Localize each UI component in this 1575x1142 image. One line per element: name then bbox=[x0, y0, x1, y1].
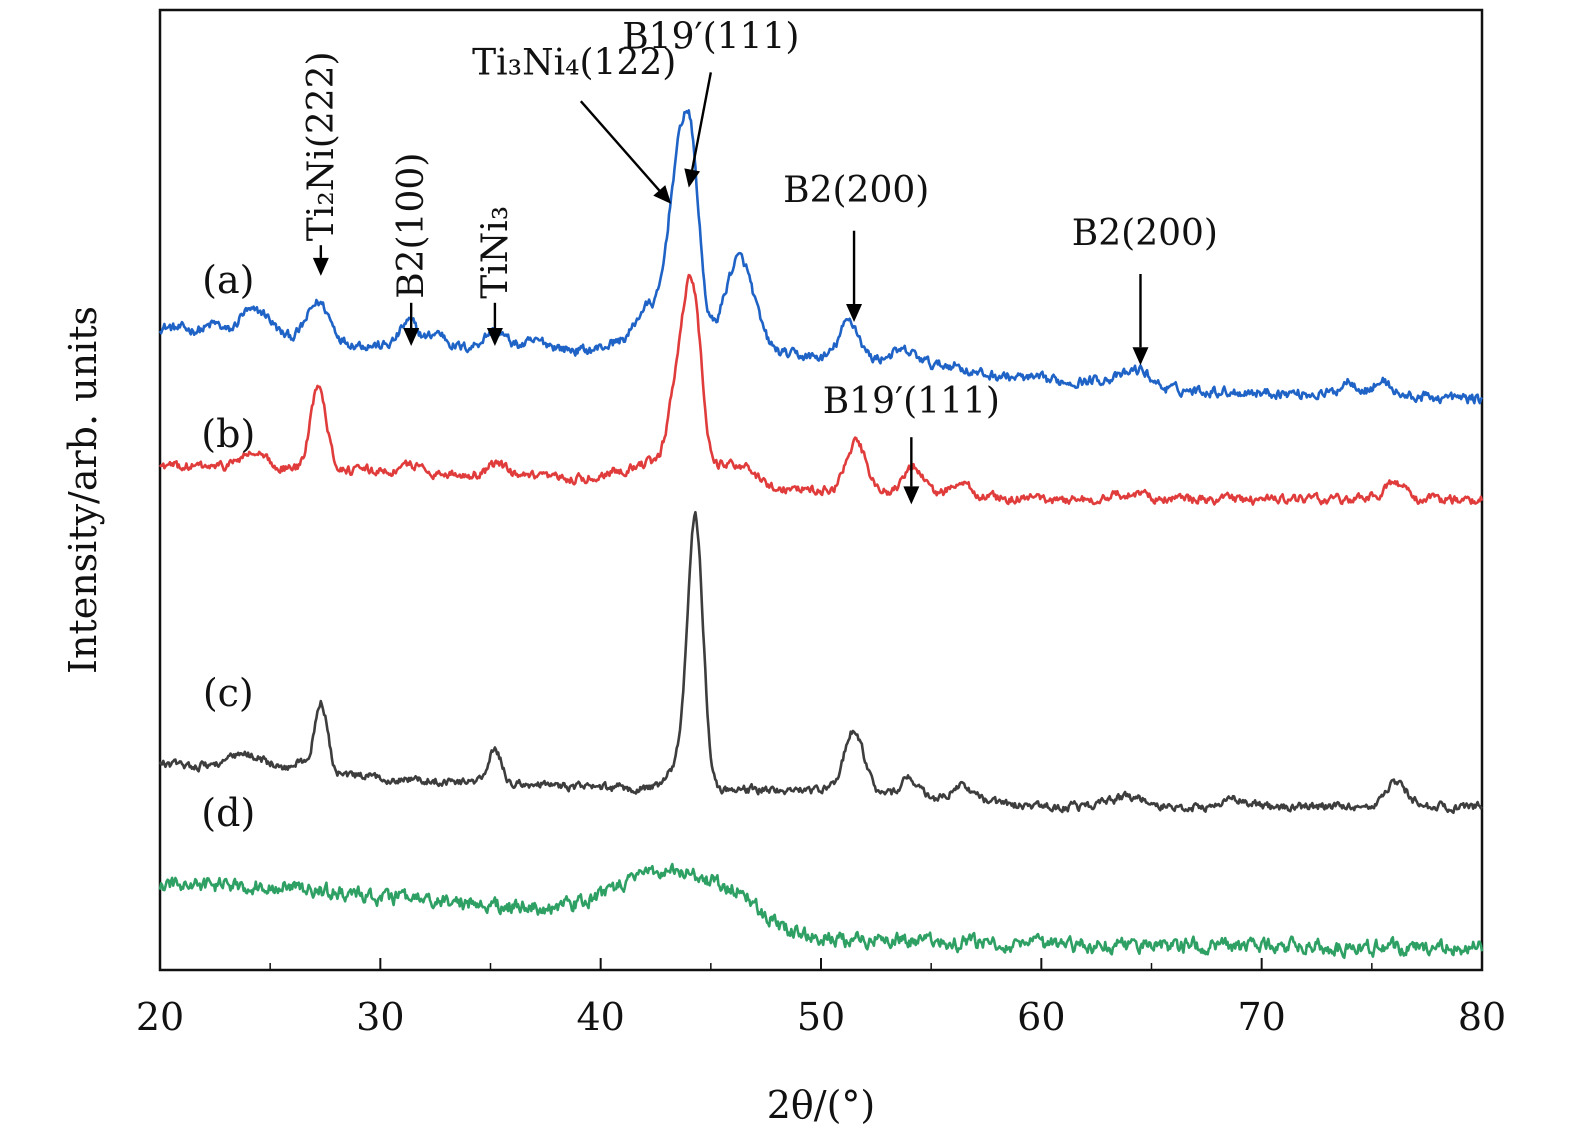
annotation-arrow-head bbox=[684, 168, 701, 188]
annotation-arrow-head bbox=[653, 185, 672, 204]
x-tick-label: 80 bbox=[1458, 995, 1506, 1039]
curve-label-layer: (a) (b) (c) (d) bbox=[201, 258, 255, 835]
peak-annotation-label: B19′(111) bbox=[622, 16, 799, 57]
plot-frame bbox=[158, 8, 1484, 972]
series-line-a bbox=[158, 109, 1484, 405]
annotation-arrow-head bbox=[1132, 347, 1149, 366]
y-axis-label: Intensity/arb. units bbox=[61, 306, 105, 674]
x-tick-label: 70 bbox=[1237, 995, 1285, 1039]
peak-annotation-label: B2(200) bbox=[1072, 213, 1218, 254]
annotation-arrow-head bbox=[903, 486, 920, 505]
peak-annotation-label: B2(100) bbox=[391, 153, 432, 299]
series-layer bbox=[158, 109, 1484, 959]
series-line-b bbox=[158, 273, 1484, 506]
annotation-arrow-head bbox=[403, 328, 420, 346]
x-axis-ticks: 20 30 40 50 60 70 80 bbox=[136, 958, 1506, 1039]
peak-annotation-label: Ti₂Ni(222) bbox=[301, 51, 342, 241]
annotation-arrow-shaft bbox=[691, 72, 713, 171]
x-axis-label: 2θ/(°) bbox=[767, 1083, 876, 1127]
peak-annotation-label: TiNi₃ bbox=[475, 206, 516, 299]
curve-label: (a) bbox=[202, 258, 254, 302]
curve-label: (b) bbox=[201, 412, 255, 456]
curve-label: (d) bbox=[201, 791, 255, 835]
x-tick-label: 40 bbox=[576, 995, 624, 1039]
series-line-d bbox=[158, 862, 1484, 959]
annotation-arrow-shaft bbox=[579, 100, 661, 192]
x-tick-label: 20 bbox=[136, 995, 184, 1039]
annotation-arrow-head bbox=[312, 257, 329, 276]
x-tick-label: 60 bbox=[1017, 995, 1065, 1039]
series-line-c bbox=[158, 510, 1484, 815]
annotation-arrow-head bbox=[846, 304, 863, 322]
x-tick-label: 50 bbox=[797, 995, 845, 1039]
peak-annotation-label: B19′(111) bbox=[823, 381, 1000, 422]
annotation-layer: Ti₂Ni(222) B2(100) TiNi₃Ti₃Ni₄(122)B19′(11… bbox=[301, 16, 1218, 505]
peak-annotation-label: Ti₃Ni₄(122) bbox=[472, 42, 676, 83]
peak-annotation-label: B2(200) bbox=[783, 170, 929, 211]
curve-label: (c) bbox=[203, 671, 254, 715]
x-tick-label: 30 bbox=[356, 995, 404, 1039]
annotation-arrow-head bbox=[486, 328, 503, 346]
